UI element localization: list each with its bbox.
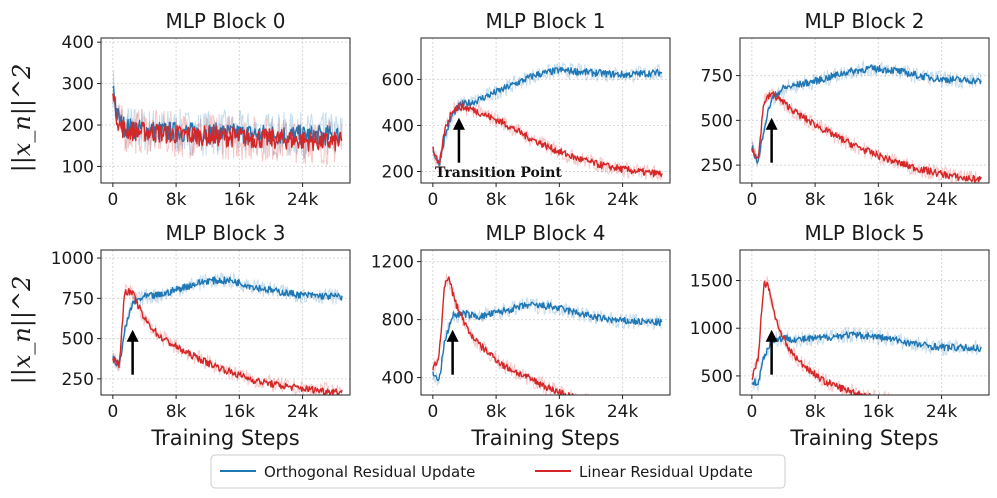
series-band-orthogonal (751, 326, 982, 393)
subplot-title: MLP Block 4 (486, 221, 606, 245)
y-tick-label: 1200 (371, 253, 414, 273)
x-tick-label: 16k (544, 190, 576, 210)
series-line-linear (112, 93, 343, 152)
axes-frame (100, 37, 351, 184)
series-line-orthogonal (432, 301, 663, 382)
y-tick-label: 500 (701, 367, 733, 387)
series-band-orthogonal (432, 297, 663, 386)
subplot-title: MLP Block 5 (805, 221, 925, 245)
y-tick-label: 100 (62, 157, 94, 177)
x-tick-label: 0 (107, 190, 118, 210)
series-band-orthogonal (432, 61, 663, 168)
series-band-linear (751, 276, 910, 395)
x-tick-label: 0 (107, 402, 118, 422)
transition-arrowhead (765, 117, 778, 130)
transition-arrowhead (452, 117, 465, 130)
x-tick-label: 24k (287, 402, 319, 422)
y-tick-label: 250 (701, 156, 733, 176)
axes-frame (739, 249, 990, 396)
series-line-orthogonal (751, 64, 982, 164)
series-line-orthogonal (432, 66, 663, 166)
series-band-linear (751, 88, 982, 183)
axes-frame (739, 37, 990, 184)
x-tick-label: 24k (926, 402, 958, 422)
xlabel: Training Steps (150, 426, 299, 450)
x-tick-label: 8k (486, 402, 507, 422)
xlabel: Training Steps (789, 426, 938, 450)
series-line-linear (432, 276, 578, 395)
axes-frame (100, 249, 351, 396)
series-line-linear (112, 287, 343, 395)
subplot-5: 0 8k 16k 24k 500 1000 1500 MLP Block 5 Training … (690, 221, 990, 450)
series-band-linear (112, 97, 343, 167)
y-tick-label: 600 (382, 70, 414, 90)
y-tick-label: 250 (62, 370, 94, 390)
x-tick-label: 8k (805, 402, 826, 422)
x-tick-label: 8k (805, 190, 826, 210)
subplot-3: 0 8k 16k 24k 250 500 750 1000 MLP Block 3 Trainin… (51, 221, 351, 450)
series-line-linear (432, 103, 663, 178)
axes-frame (420, 37, 671, 184)
axes-frame (420, 249, 671, 396)
y-tick-label: 400 (382, 369, 414, 389)
y-tick-label: 500 (62, 330, 94, 350)
subplot-1: Transition Point 0 8k 16k 24k 200 400 600 MLP Bl… (382, 9, 671, 210)
transition-arrowhead (126, 329, 139, 342)
transition-arrowhead (446, 329, 459, 342)
x-tick-label: 24k (926, 190, 958, 210)
y-tick-label: 300 (62, 75, 94, 95)
x-tick-label: 16k (544, 402, 576, 422)
ylabel-row1: ||x_n||^2 (8, 64, 37, 173)
legend: Orthogonal Residual Update Linear Residu… (210, 454, 786, 489)
transition-arrowhead (765, 329, 778, 342)
x-tick-label: 24k (607, 402, 639, 422)
x-tick-label: 16k (224, 190, 256, 210)
series-line-linear (751, 91, 982, 183)
series-band-linear (432, 98, 663, 182)
subplot-title: MLP Block 0 (166, 9, 286, 33)
y-tick-label: 750 (62, 289, 94, 309)
xlabel: Training Steps (470, 426, 619, 450)
x-tick-label: 24k (607, 190, 639, 210)
y-tick-label: 200 (62, 116, 94, 136)
x-tick-label: 0 (746, 190, 757, 210)
subplot-title: MLP Block 2 (805, 9, 925, 33)
x-tick-label: 16k (224, 402, 256, 422)
y-tick-label: 400 (62, 33, 94, 53)
subplot-title: MLP Block 1 (486, 9, 606, 33)
transition-point-label: Transition Point (435, 165, 562, 181)
x-tick-label: 16k (863, 402, 895, 422)
subplot-2: 0 8k 16k 24k 250 500 750 MLP Block 2 (701, 9, 990, 210)
ylabel-row2: ||x_n||^2 (8, 276, 37, 385)
series-band-orthogonal (112, 271, 343, 372)
subplot-title: MLP Block 3 (166, 221, 286, 245)
x-tick-label: 8k (166, 190, 187, 210)
y-tick-label: 750 (701, 67, 733, 87)
y-tick-label: 200 (382, 162, 414, 182)
y-tick-label: 1000 (51, 249, 94, 269)
series-band-linear (432, 273, 591, 395)
x-tick-label: 16k (863, 190, 895, 210)
subplot-0: 0 8k 16k 24k 100 200 300 400 MLP Block 0 (62, 9, 351, 210)
y-tick-label: 1000 (690, 319, 733, 339)
subplot-4: 0 8k 16k 24k 400 800 1200 MLP Block 4 Training S… (371, 221, 671, 450)
series-line-orthogonal (751, 331, 982, 386)
x-tick-label: 8k (166, 402, 187, 422)
y-tick-label: 400 (382, 116, 414, 136)
y-tick-label: 800 (382, 311, 414, 331)
y-tick-label: 500 (701, 111, 733, 131)
x-tick-label: 8k (486, 190, 507, 210)
legend-label-orthogonal: Orthogonal Residual Update (264, 463, 475, 481)
series-line-linear (751, 280, 871, 395)
series-line-orthogonal (112, 276, 343, 367)
x-tick-label: 24k (287, 190, 319, 210)
legend-label-linear: Linear Residual Update (579, 463, 753, 481)
x-tick-label: 0 (427, 402, 438, 422)
x-tick-label: 0 (427, 190, 438, 210)
y-tick-label: 1500 (690, 272, 733, 292)
x-tick-label: 0 (746, 402, 757, 422)
